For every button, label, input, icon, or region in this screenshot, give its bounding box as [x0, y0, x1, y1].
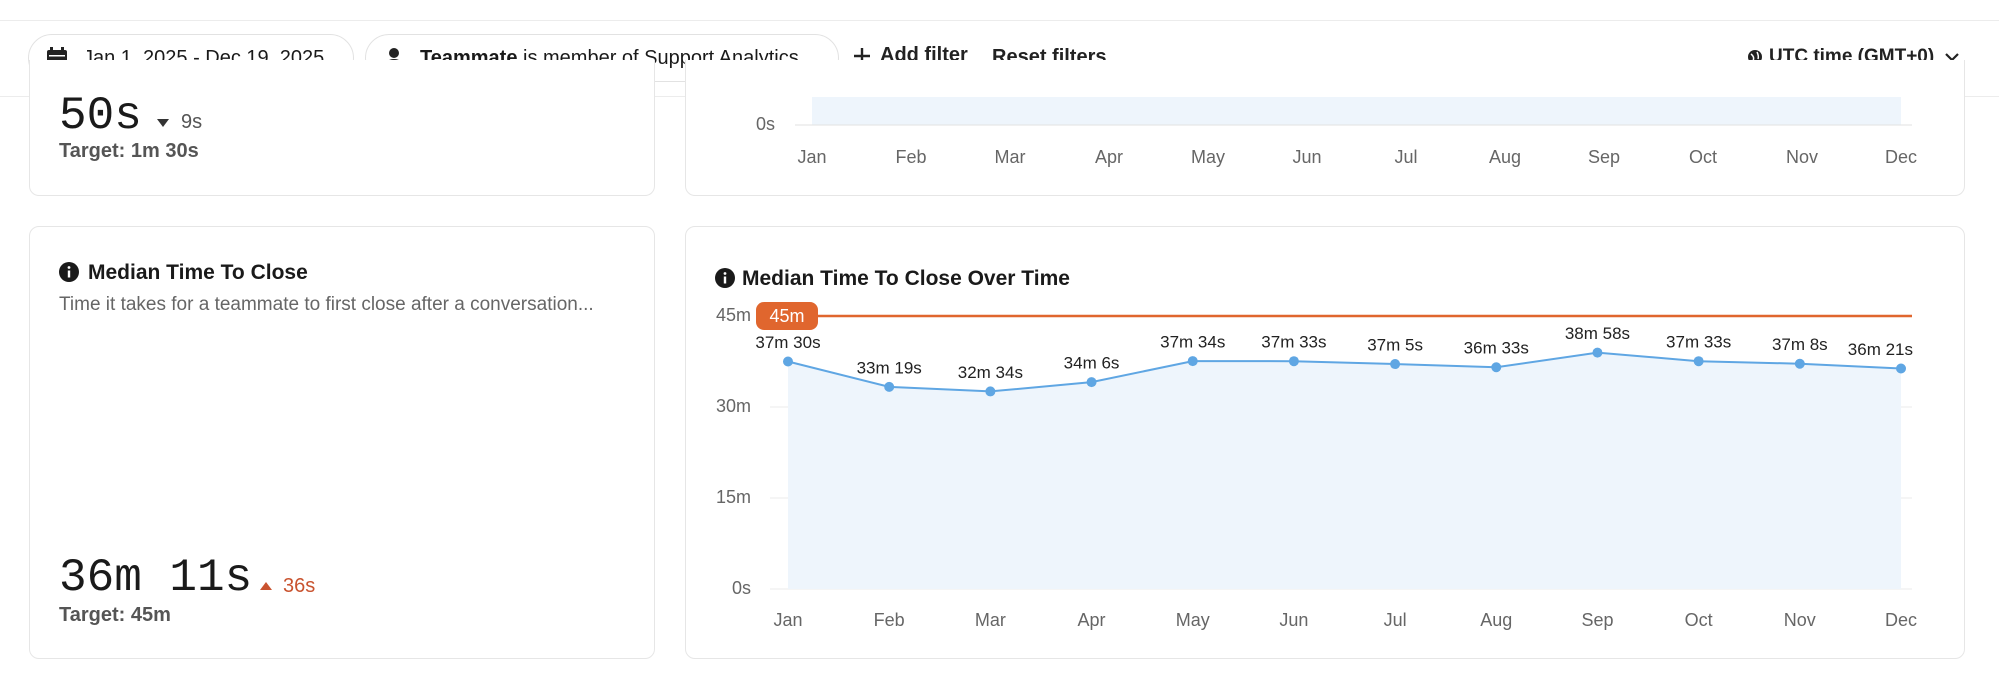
- area: [788, 352, 1901, 589]
- metric-target: Target: 45m: [59, 604, 171, 626]
- x-tick-label: Jan: [797, 147, 826, 167]
- point: [1592, 347, 1603, 358]
- x-tick-label: Oct: [1689, 147, 1717, 167]
- x-tick-label: Feb: [895, 147, 926, 167]
- metric-card: [29, 226, 655, 659]
- down-arrow: [157, 119, 169, 127]
- x-tick-label: Dec: [1885, 610, 1917, 630]
- x-tick-label: Aug: [1480, 610, 1512, 630]
- metric-target: Target: 1m 30s: [59, 140, 199, 162]
- point: [1491, 362, 1502, 373]
- point: [1693, 356, 1704, 367]
- data-label: 34m 6s: [1064, 354, 1120, 373]
- data-label: 37m 8s: [1772, 335, 1828, 354]
- x-tick-label: Nov: [1786, 147, 1818, 167]
- point: [783, 356, 793, 367]
- y-tick-label: 30m: [716, 396, 751, 416]
- x-tick-label: Jun: [1292, 147, 1321, 167]
- data-label: 37m 5s: [1367, 336, 1423, 355]
- point: [1794, 358, 1805, 369]
- metric-description: Time it takes for a teammate to first cl…: [59, 294, 594, 315]
- metric-title: Median Time To Close: [88, 261, 308, 284]
- point: [985, 386, 996, 397]
- x-tick-label: Aug: [1489, 147, 1521, 167]
- x-tick-label: Jun: [1279, 610, 1308, 630]
- x-tick-label: Nov: [1784, 610, 1816, 630]
- y-tick-label: 0s: [732, 578, 751, 598]
- x-tick-label: Jul: [1384, 610, 1407, 630]
- data-label: 37m 30s: [755, 333, 820, 352]
- target-label: 45m: [769, 306, 804, 326]
- top-divider: [0, 20, 1999, 21]
- point: [1086, 377, 1097, 388]
- x-tick-label: Apr: [1095, 147, 1123, 167]
- up-arrow: [260, 582, 272, 590]
- metric-value: 36m 11s: [59, 552, 253, 604]
- line: [787, 351, 1902, 393]
- point: [1288, 356, 1299, 367]
- chart-title: Median Time To Close Over Time: [742, 267, 1070, 290]
- x-tick-label: Feb: [874, 610, 905, 630]
- x-tick-label: Sep: [1581, 610, 1613, 630]
- metric-change: 36s: [283, 575, 316, 597]
- data-label: 37m 33s: [1666, 333, 1731, 352]
- data-label: 33m 19s: [857, 358, 922, 377]
- point: [884, 381, 895, 392]
- data-label: 38m 58s: [1565, 324, 1630, 343]
- info-icon: [59, 262, 79, 282]
- data-label: 36m 21s: [1848, 340, 1913, 359]
- data-label: 37m 33s: [1261, 333, 1326, 352]
- y-tick-label: 45m: [716, 305, 751, 325]
- point: [1187, 356, 1198, 367]
- y-tick-label: 0s: [756, 114, 775, 134]
- info-icon: [715, 268, 735, 288]
- metric-change: 9s: [181, 111, 203, 133]
- x-tick-label: May: [1176, 610, 1210, 630]
- x-tick-label: Apr: [1078, 610, 1106, 630]
- x-tick-label: Sep: [1588, 147, 1620, 167]
- x-tick-label: Mar: [995, 147, 1026, 167]
- chart-card: [685, 60, 1965, 196]
- data-label: 37m 34s: [1160, 333, 1225, 352]
- x-tick-label: Oct: [1685, 610, 1713, 630]
- x-tick-label: Jul: [1394, 147, 1417, 167]
- metric-value: 50s: [59, 90, 142, 142]
- y-tick-label: 15m: [716, 487, 751, 507]
- area: [812, 97, 1901, 125]
- metric-card: [29, 60, 655, 196]
- x-tick-label: Dec: [1885, 147, 1917, 167]
- target-badge: [756, 302, 818, 330]
- data-label: 36m 33s: [1464, 339, 1529, 358]
- x-tick-label: Mar: [975, 610, 1006, 630]
- point: [1390, 359, 1401, 370]
- data-label: 32m 34s: [958, 363, 1023, 382]
- point: [1896, 363, 1906, 374]
- x-tick-label: May: [1191, 147, 1225, 167]
- x-tick-label: Jan: [773, 610, 802, 630]
